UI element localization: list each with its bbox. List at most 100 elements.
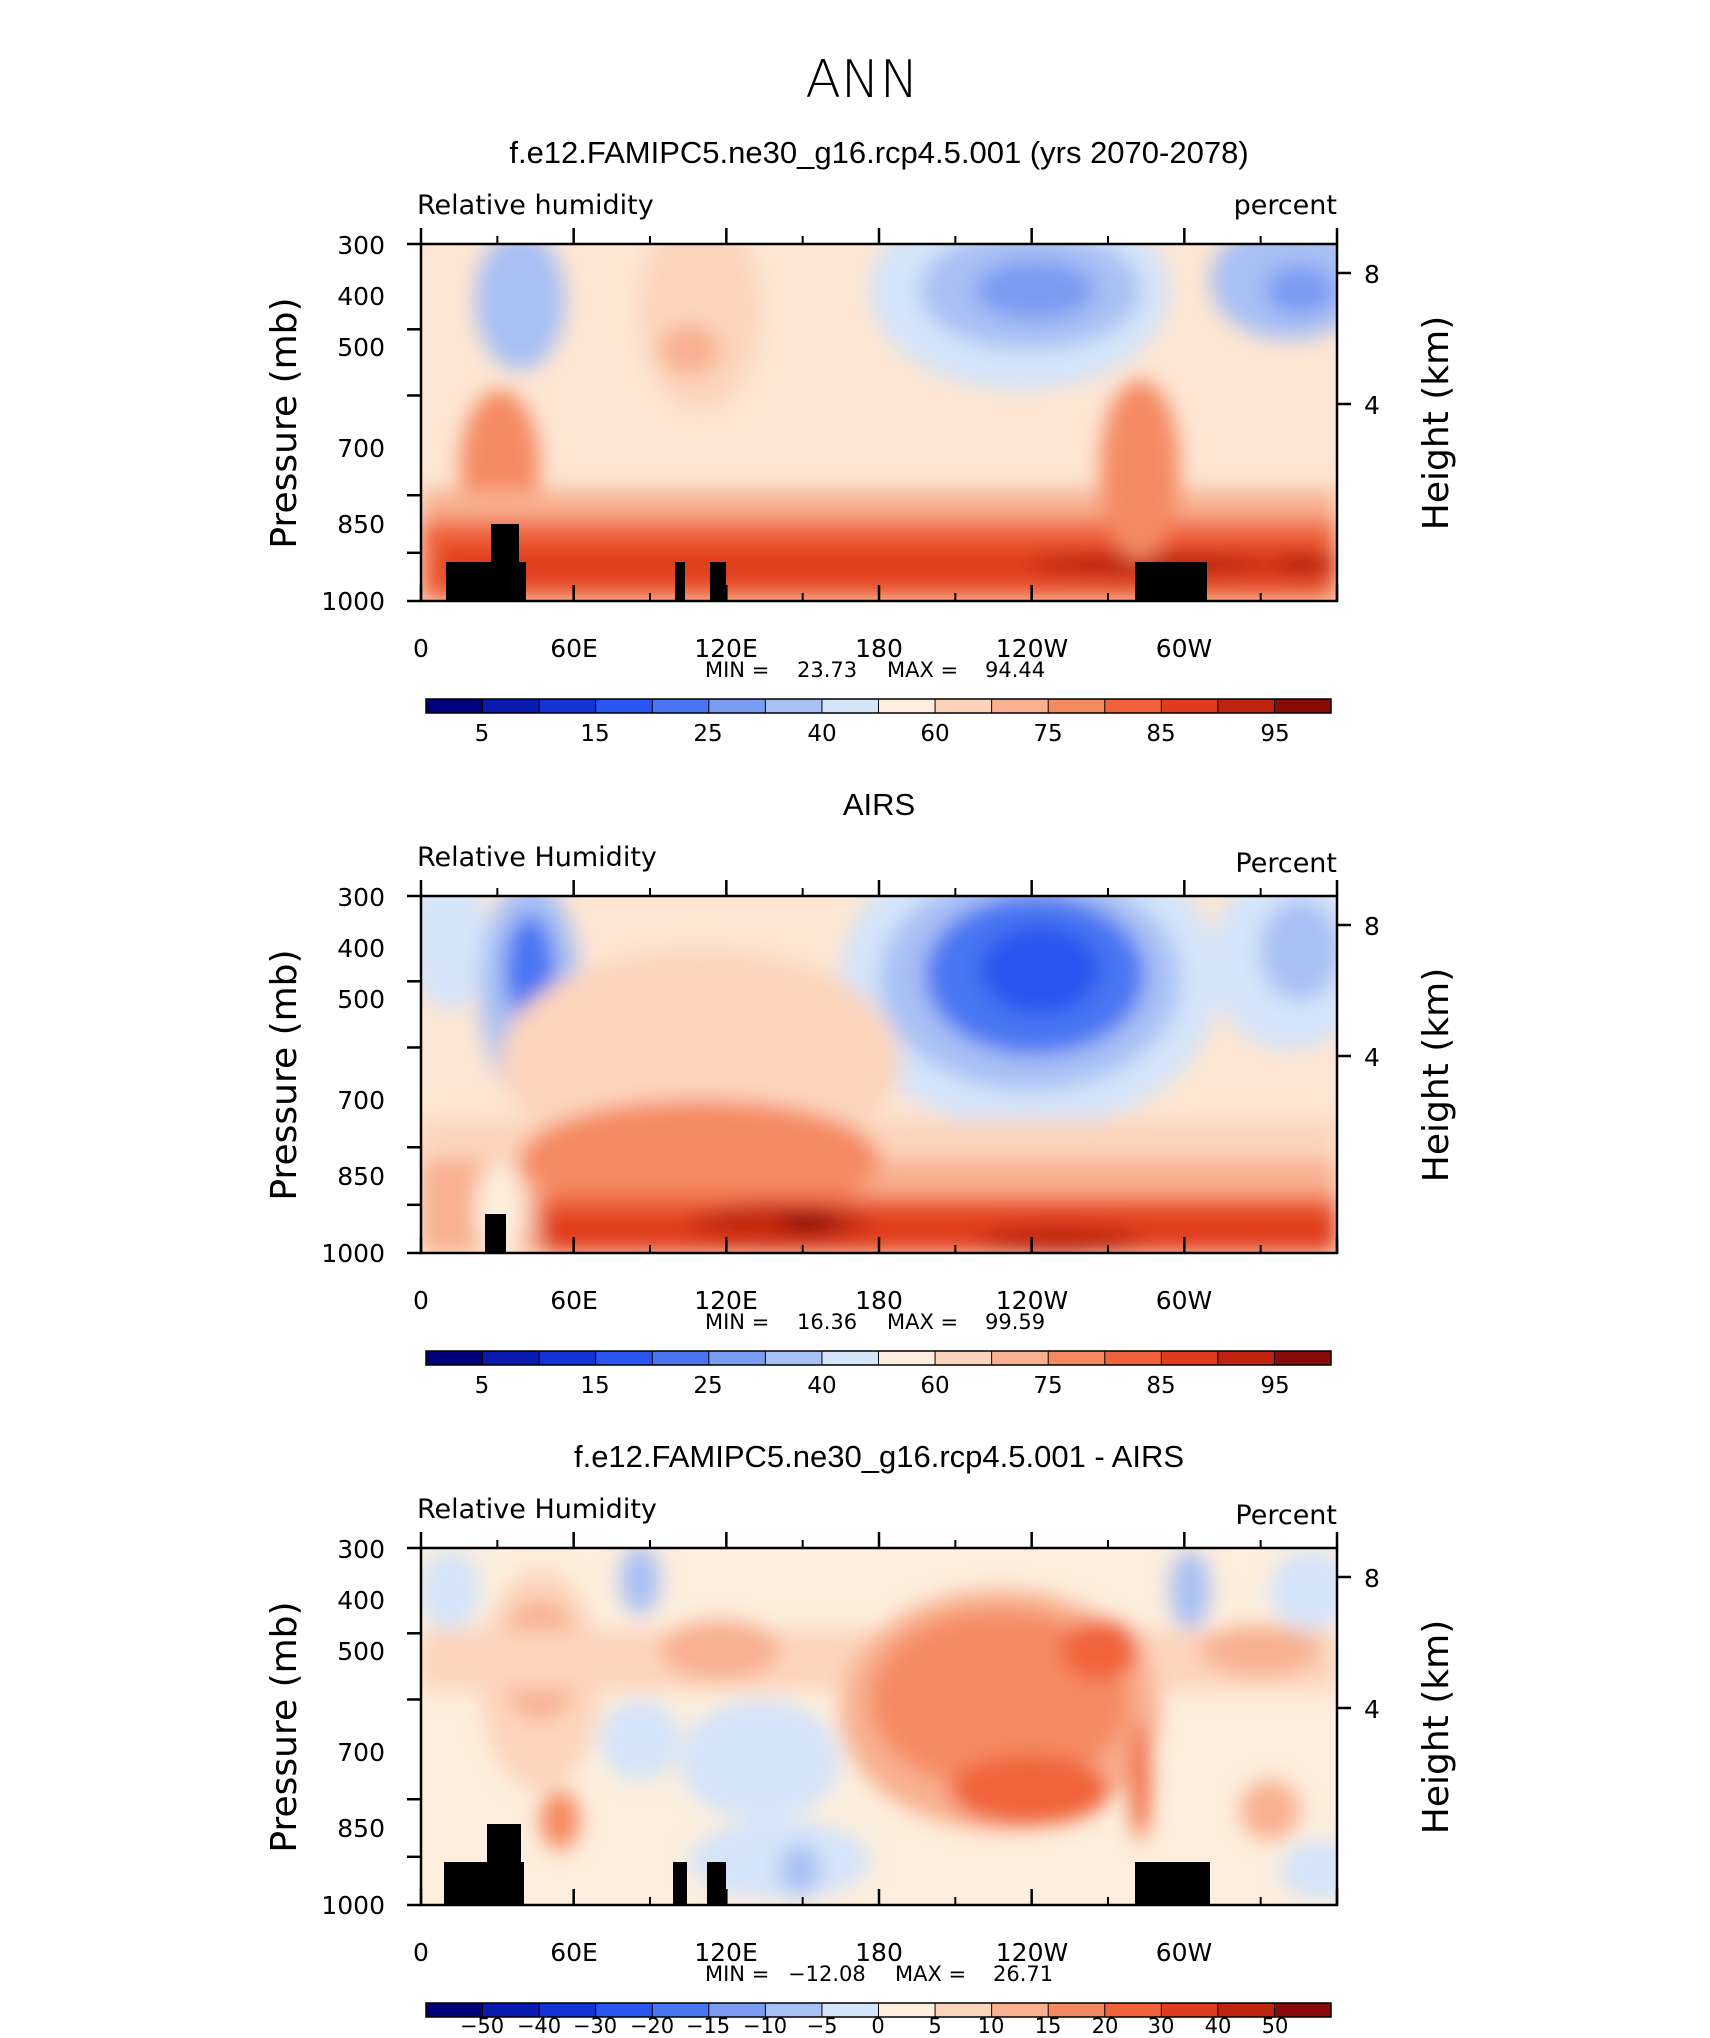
variable-label: Relative Humidity (417, 1494, 657, 1525)
colorbar-swatch (1104, 2003, 1162, 2017)
colorbar-swatch (935, 699, 993, 713)
axis-ticks (407, 880, 1351, 1255)
x-ticklabel: 180 (855, 1938, 903, 1967)
axis-ticks (407, 228, 1351, 603)
y2-ticklabel: 8 (1364, 912, 1380, 941)
x-ticklabel: 60E (550, 1938, 598, 1967)
colorbar-swatch (426, 699, 484, 713)
colorbar-label: 50 (1262, 2014, 1289, 2038)
colorbar-swatch (1104, 699, 1162, 713)
colorbar-swatch (935, 2003, 993, 2017)
y2-ticklabel: 8 (1364, 260, 1380, 289)
x-ticklabel: 120E (694, 1286, 758, 1315)
colorbar-label: 5 (475, 1373, 490, 1399)
colorbar-swatch (765, 1351, 823, 1365)
min-label: MIN = (705, 1310, 769, 1334)
colorbar-label: 5 (928, 2014, 941, 2038)
y-ticklabel: 500 (337, 1637, 385, 1666)
terrain-mask (707, 1862, 726, 1905)
colorbar-label: 0 (871, 2014, 884, 2038)
colorbar-label: 20 (1092, 2014, 1119, 2038)
axis-ticks (407, 1532, 1351, 1907)
field-blob (1100, 380, 1180, 560)
y2-axis-label: Height (km) (1416, 968, 1457, 1182)
colorbar-swatch (821, 699, 879, 713)
field-blob (1265, 265, 1335, 315)
colorbar-label: 40 (807, 1373, 836, 1399)
colorbar-label: −15 (686, 2014, 730, 2038)
panel-difference: f.e12.FAMIPC5.ne30_g16.rcp4.5.001 - AIRS… (264, 1439, 1457, 2038)
x-ticklabel: 60E (550, 1286, 598, 1315)
colorbar-swatch (1217, 2003, 1275, 2017)
colorbar-swatch (1161, 699, 1219, 713)
colorbar-swatch (482, 2003, 540, 2017)
field-blob (1280, 1840, 1337, 1900)
colorbar-label: −50 (460, 2014, 504, 2038)
x-ticklabel: 60W (1156, 634, 1213, 663)
y-ticklabel: 1000 (321, 1891, 385, 1920)
y-ticklabel: 850 (337, 1162, 385, 1191)
terrain-mask (1135, 562, 1207, 601)
heatmap-field (421, 1548, 1337, 1905)
y-ticklabel: 400 (337, 934, 385, 963)
colorbar-label: 40 (1205, 2014, 1232, 2038)
field-blob (780, 1212, 840, 1232)
colorbar-swatch (935, 1351, 993, 1365)
min-label: MIN = (705, 658, 769, 682)
x-ticklabel: 0 (413, 634, 429, 663)
heatmap-field (421, 244, 1337, 601)
terrain-mask (675, 562, 685, 601)
colorbar-swatch (652, 1351, 710, 1365)
y2-ticklabel: 4 (1364, 1695, 1380, 1724)
field-blob (1170, 1550, 1210, 1630)
colorbar-swatch (708, 2003, 766, 2017)
y-ticklabel: 850 (337, 510, 385, 539)
colorbar-label: 95 (1260, 1373, 1289, 1399)
panel-model: f.e12.FAMIPC5.ne30_g16.rcp4.5.001 (yrs 2… (264, 135, 1457, 747)
colorbar-swatch (652, 699, 710, 713)
terrain-mask (485, 1214, 506, 1253)
x-ticklabel: 0 (413, 1938, 429, 1967)
field-blob (1260, 900, 1337, 1000)
colorbar-swatch (595, 699, 653, 713)
y-ticklabel: 850 (337, 1814, 385, 1843)
terrain-mask (446, 562, 526, 601)
field-blob (680, 1700, 840, 1820)
colorbar-label: −5 (807, 2014, 838, 2038)
colorbar (425, 698, 1332, 714)
x-ticklabel: 120W (996, 1938, 1068, 1967)
colorbar-swatch (652, 2003, 710, 2017)
y-ticklabel: 500 (337, 333, 385, 362)
y2-axis-label: Height (km) (1416, 316, 1457, 530)
y2-ticklabel: 8 (1364, 1564, 1380, 1593)
colorbar-swatch (1161, 2003, 1219, 2017)
y-ticklabel: 700 (337, 434, 385, 463)
field-band (540, 1210, 1337, 1253)
colorbar-swatch (426, 1351, 484, 1365)
y-ticklabel: 700 (337, 1738, 385, 1767)
field-blob (980, 925, 1100, 1015)
field-blob (421, 896, 490, 1010)
colorbar-swatch (991, 2003, 1049, 2017)
colorbar-swatch (595, 2003, 653, 2017)
x-ticklabel: 60E (550, 634, 598, 663)
variable-label: Relative humidity (417, 190, 654, 221)
colorbar-swatch (708, 1351, 766, 1365)
colorbar-label: 25 (693, 1373, 722, 1399)
terrain-mask (487, 1824, 521, 1864)
colorbar-label: −20 (630, 2014, 674, 2038)
colorbar-swatch (426, 2003, 484, 2017)
colorbar-swatch (1048, 2003, 1106, 2017)
colorbar-swatch (765, 2003, 823, 2017)
min-label: MIN = (705, 1962, 769, 1986)
min-value: 23.73 (797, 658, 857, 682)
colorbar-label: 40 (807, 721, 836, 747)
colorbar (425, 1350, 1332, 1366)
min-value: −12.08 (788, 1962, 866, 1986)
field-blob (1060, 1620, 1140, 1680)
colorbar-swatch (821, 2003, 879, 2017)
colorbar-swatch (595, 1351, 653, 1365)
field-blob (975, 260, 1095, 320)
colorbar-label: −30 (573, 2014, 617, 2038)
terrain-mask (710, 562, 726, 601)
